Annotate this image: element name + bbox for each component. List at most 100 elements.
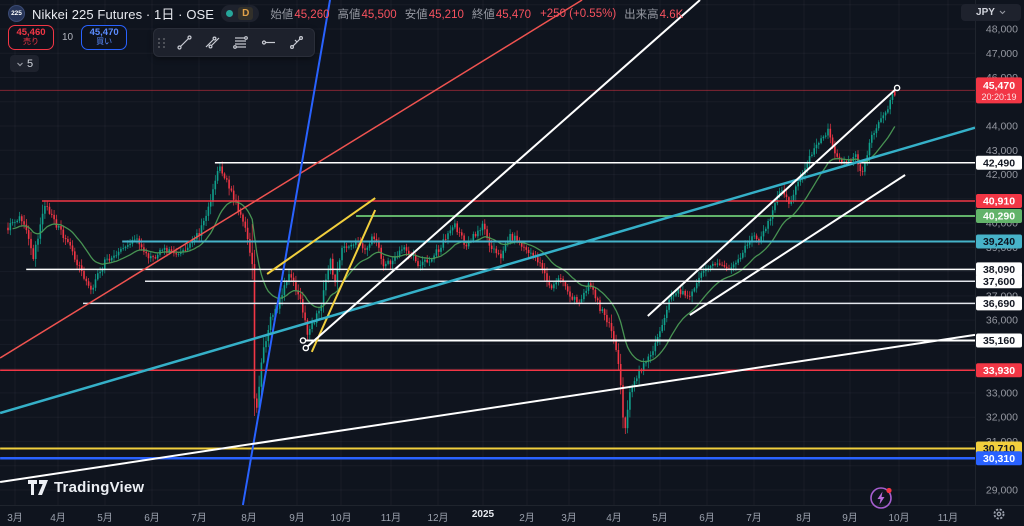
quantity-value: 5 — [27, 57, 34, 70]
svg-text:37,600: 37,600 — [983, 276, 1015, 288]
time-axis-label: 5月 — [652, 513, 668, 524]
horizontal-ray-tool-icon[interactable] — [256, 31, 280, 54]
quantity-selector[interactable]: 5 — [10, 55, 40, 72]
time-axis-label: 10月 — [888, 513, 910, 524]
horizontal-levels-layer[interactable] — [0, 161, 975, 460]
price-level-label: 39,240 — [976, 234, 1022, 249]
svg-text:39,240: 39,240 — [983, 236, 1015, 248]
time-axis-label: 4月 — [606, 513, 622, 524]
trade-panel: 45,460 売り 10 45,470 買い — [8, 25, 128, 50]
price-tick: 42,000 — [986, 169, 1018, 181]
price-tick: 48,000 — [986, 24, 1018, 36]
chevron-down-icon — [17, 62, 23, 66]
svg-text:42,490: 42,490 — [983, 157, 1015, 169]
price-tick: 29,000 — [986, 485, 1018, 497]
price-tick: 47,000 — [986, 48, 1018, 60]
trendline-white-lower-2025 — [689, 174, 906, 316]
price-level-label: 35,160 — [976, 333, 1022, 348]
trendline-blue-steep — [241, 0, 331, 506]
time-axis-label: 8月 — [241, 513, 257, 524]
change-value: +250 (+0.55%) — [540, 7, 617, 20]
drawing-toolbar — [153, 28, 315, 57]
open-label: 始値 — [270, 8, 294, 21]
symbol-logo[interactable]: 225 — [8, 5, 25, 22]
trendline-white-upper-2025 — [647, 87, 898, 317]
open-value: 45,260 — [294, 8, 330, 21]
cross-line-tool-icon[interactable] — [284, 31, 308, 54]
price-level-label: 40,910 — [976, 194, 1022, 208]
price-level-label: 36,690 — [976, 296, 1022, 311]
instant-order-button[interactable] — [868, 485, 894, 511]
gear-icon — [993, 508, 1005, 520]
trendline-yellow-wedge-lower — [310, 209, 377, 353]
trendline-white-steep-2024 — [305, 0, 701, 349]
currency-label: JPY — [976, 7, 995, 18]
price-level-label: 40,290 — [976, 209, 1022, 223]
current-price-label: 45,470 20:20:19 — [976, 77, 1022, 104]
horizontal-lines-tool-icon[interactable] — [228, 31, 252, 54]
volume-value: 4.6K — [659, 8, 684, 21]
price-level-label: 37,600 — [976, 274, 1022, 289]
chevron-down-icon — [999, 10, 1006, 15]
low-label: 安値 — [404, 8, 428, 21]
price-level-label: 42,490 — [976, 155, 1022, 170]
time-axis-label: 9月 — [842, 513, 858, 524]
trend-line-tool-icon[interactable] — [172, 31, 196, 54]
trendline-white-long-support — [0, 333, 976, 483]
svg-text:38,090: 38,090 — [983, 264, 1015, 276]
axis-settings-button[interactable] — [988, 505, 1010, 523]
trend-lines-layer[interactable] — [0, 0, 976, 506]
symbol-title[interactable]: Nikkei 225 Futures · 1日 · OSE — [32, 7, 215, 22]
high-label: 高値 — [337, 8, 361, 21]
svg-text:40,910: 40,910 — [983, 196, 1015, 208]
price-level-label: 38,090 — [976, 262, 1022, 277]
currency-selector-button[interactable]: JPY — [961, 4, 1021, 21]
time-axis-label: 9月 — [289, 513, 305, 524]
tradingview-logo-icon — [28, 480, 48, 495]
trendline-red-ascending — [0, 0, 583, 359]
svg-text:30,310: 30,310 — [983, 453, 1015, 465]
time-axis-label: 5月 — [97, 513, 113, 524]
buy-label: 買い — [96, 37, 113, 47]
svg-text:45,470: 45,470 — [983, 80, 1015, 92]
high-value: 45,500 — [361, 8, 397, 21]
time-axis-label: 8月 — [796, 513, 812, 524]
time-axis-label: 3月 — [7, 513, 23, 524]
sell-button[interactable]: 45,460 売り — [8, 25, 54, 50]
interval-badge: D — [238, 7, 254, 20]
time-axis-label: 11月 — [380, 513, 402, 524]
sell-label: 売り — [23, 37, 39, 47]
price-tick: 36,000 — [986, 315, 1018, 327]
market-open-dot-icon — [226, 10, 234, 17]
notification-dot — [886, 487, 892, 494]
time-axis-label: 11月 — [937, 513, 959, 524]
candles-layer — [7, 89, 896, 434]
price-tick: 33,000 — [986, 387, 1018, 399]
tradingview-watermark: TradingView — [28, 479, 144, 496]
svg-text:35,160: 35,160 — [983, 335, 1015, 347]
svg-text:20:20:19: 20:20:19 — [981, 92, 1016, 102]
market-status-pill[interactable]: D — [221, 5, 260, 22]
low-value: 45,210 — [428, 8, 464, 21]
buy-price: 45,470 — [89, 27, 119, 39]
time-axis-label: 6月 — [699, 513, 715, 524]
time-axis-label: 10月 — [330, 513, 352, 524]
extended-line-tool-icon[interactable] — [200, 31, 224, 54]
price-level-label: 30,310 — [976, 451, 1022, 466]
grid-layer — [0, 0, 975, 505]
toolbar-drag-handle[interactable] — [158, 37, 166, 48]
ohlc-row: 始値45,260 高値45,500 安値45,210 終値45,470 +250… — [270, 6, 683, 22]
close-label: 終値 — [471, 8, 495, 21]
time-axis[interactable]: 3月 4月 5月 6月 7月 8月 9月 10月 11月 12月 2025 2月 3月 4月 5月 6月 7月 8… — [0, 506, 975, 526]
time-axis-label: 2025 — [471, 509, 495, 520]
buy-button[interactable]: 45,470 買い — [81, 25, 128, 50]
bolt-circle-icon — [870, 487, 892, 509]
sell-price: 45,460 — [16, 27, 46, 39]
symbol-header: 225 Nikkei 225 Futures · 1日 · OSE D 始値45… — [8, 4, 683, 23]
time-axis-label: 7月 — [746, 513, 762, 524]
price-level-label: 33,930 — [976, 363, 1022, 378]
svg-text:40,290: 40,290 — [983, 211, 1015, 223]
